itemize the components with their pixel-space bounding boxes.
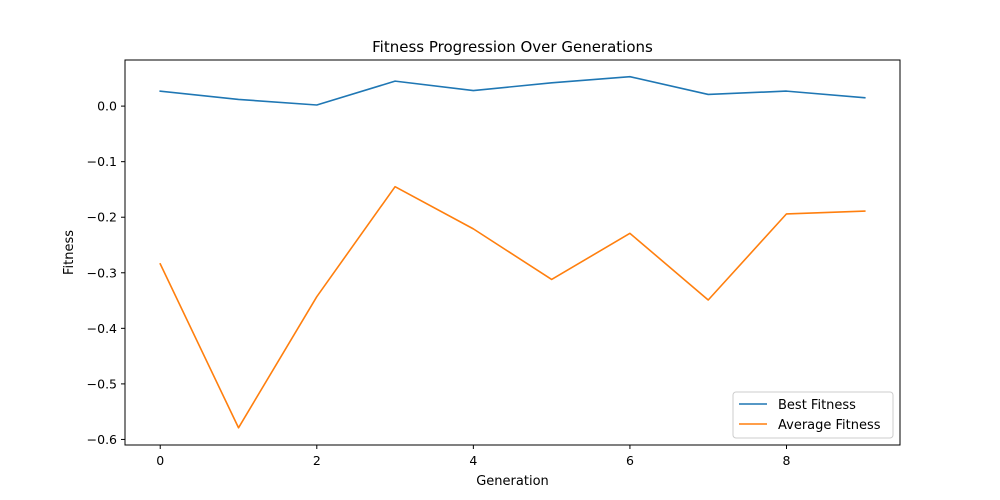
legend: Best Fitness Average Fitness xyxy=(732,391,894,439)
legend-label-average-fitness: Average Fitness xyxy=(778,418,881,433)
series-layer xyxy=(159,75,866,429)
y-tick-label: −0.4 xyxy=(87,321,117,336)
chart-title: Fitness Progression Over Generations xyxy=(372,38,653,56)
legend-box xyxy=(732,391,894,439)
x-tick-label: 2 xyxy=(313,453,321,468)
x-tick-label: 6 xyxy=(626,453,634,468)
series-line-best-fitness xyxy=(159,75,866,106)
legend-label-best-fitness: Best Fitness xyxy=(778,398,856,413)
series-line-average-fitness xyxy=(159,185,866,429)
x-tick-label: 4 xyxy=(469,453,477,468)
plot-frame xyxy=(124,59,901,446)
x-axis-label: Generation xyxy=(476,474,549,489)
y-tick-label: −0.5 xyxy=(87,376,117,391)
y-axis: 0.0 −0.1 −0.2 −0.3 −0.4 −0.5 −0.6 xyxy=(87,99,125,447)
x-tick-label: 0 xyxy=(156,453,164,468)
y-tick-label: −0.2 xyxy=(87,210,117,225)
x-axis: 0 2 4 6 8 xyxy=(156,445,791,468)
y-tick-label: −0.3 xyxy=(87,265,117,280)
y-tick-label: −0.1 xyxy=(87,154,117,169)
y-tick-label: 0.0 xyxy=(97,99,117,114)
y-tick-label: −0.6 xyxy=(87,432,117,447)
x-tick-label: 8 xyxy=(783,453,791,468)
y-axis-label: Fitness xyxy=(62,230,77,275)
